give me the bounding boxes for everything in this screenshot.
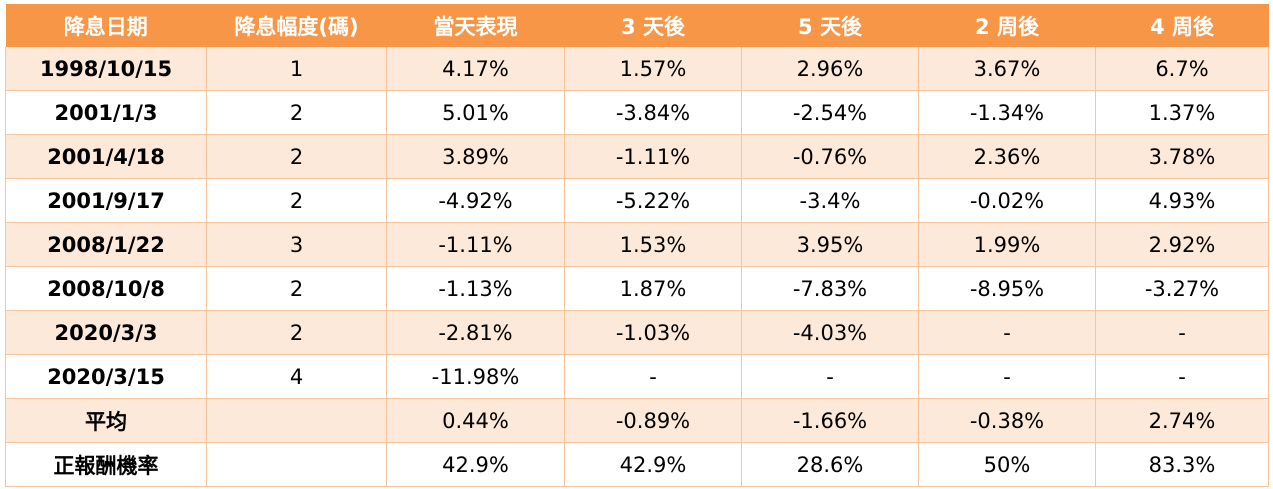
- cell-cut-size: 2: [206, 266, 387, 311]
- header-cut-size: 降息幅度(碼): [206, 4, 387, 47]
- table-header-row: 降息日期 降息幅度(碼) 當天表現 3 天後 5 天後 2 周後 4 周後: [5, 4, 1269, 47]
- cell-cut-size: 2: [206, 310, 387, 355]
- cell-4-weeks-after: 6.7%: [1095, 47, 1269, 91]
- cell-same-day: -11.98%: [386, 354, 565, 399]
- table-row: 2008/1/22 3 -1.11% 1.53% 3.95% 1.99% 2.9…: [5, 222, 1269, 267]
- cell-cut-date: 2008/10/8: [5, 266, 207, 311]
- cell-5-days-after: -2.54%: [741, 90, 919, 135]
- header-5-days-after: 5 天後: [741, 4, 919, 47]
- cell-same-day: 0.44%: [386, 398, 565, 443]
- cell-4-weeks-after: 83.3%: [1095, 442, 1269, 487]
- cell-4-weeks-after: 4.93%: [1095, 178, 1269, 223]
- cell-4-weeks-after: -: [1095, 310, 1269, 355]
- cell-4-weeks-after: 3.78%: [1095, 134, 1269, 179]
- cell-cut-date: 2001/1/3: [5, 90, 207, 135]
- cell-cut-size: 2: [206, 134, 387, 179]
- cell-2-weeks-after: 1.99%: [918, 222, 1096, 267]
- rate-cut-performance-table-container: 降息日期 降息幅度(碼) 當天表現 3 天後 5 天後 2 周後 4 周後 19…: [5, 4, 1269, 487]
- cell-average-label: 平均: [5, 398, 207, 443]
- cell-3-days-after: -1.03%: [564, 310, 742, 355]
- cell-4-weeks-after: -3.27%: [1095, 266, 1269, 311]
- cell-3-days-after: -3.84%: [564, 90, 742, 135]
- cell-4-weeks-after: 1.37%: [1095, 90, 1269, 135]
- cell-3-days-after: 42.9%: [564, 442, 742, 487]
- cell-2-weeks-after: 3.67%: [918, 47, 1096, 91]
- table-row: 2020/3/15 4 -11.98% - - - -: [5, 354, 1269, 399]
- cell-positive-probability-label: 正報酬機率: [5, 442, 207, 487]
- cell-5-days-after: -0.76%: [741, 134, 919, 179]
- cell-cut-size: 2: [206, 90, 387, 135]
- cell-same-day: 4.17%: [386, 47, 565, 91]
- cell-5-days-after: -3.4%: [741, 178, 919, 223]
- header-2-weeks-after: 2 周後: [918, 4, 1096, 47]
- cell-cut-date: 2020/3/3: [5, 310, 207, 355]
- cell-cut-size: 2: [206, 178, 387, 223]
- header-4-weeks-after: 4 周後: [1095, 4, 1269, 47]
- header-same-day: 當天表現: [386, 4, 565, 47]
- cell-2-weeks-after: -: [918, 354, 1096, 399]
- cell-cut-date: 2001/4/18: [5, 134, 207, 179]
- cell-4-weeks-after: 2.92%: [1095, 222, 1269, 267]
- cell-same-day: -1.13%: [386, 266, 565, 311]
- table-row: 2020/3/3 2 -2.81% -1.03% -4.03% - -: [5, 310, 1269, 355]
- cell-cut-date: 2008/1/22: [5, 222, 207, 267]
- cell-3-days-after: 1.87%: [564, 266, 742, 311]
- cell-3-days-after: 1.53%: [564, 222, 742, 267]
- cell-2-weeks-after: 50%: [918, 442, 1096, 487]
- header-3-days-after: 3 天後: [564, 4, 742, 47]
- cell-same-day: 5.01%: [386, 90, 565, 135]
- cell-3-days-after: -1.11%: [564, 134, 742, 179]
- cell-cut-date: 2020/3/15: [5, 354, 207, 399]
- cell-same-day: -1.11%: [386, 222, 565, 267]
- cell-2-weeks-after: -1.34%: [918, 90, 1096, 135]
- cell-cut-date: 1998/10/15: [5, 47, 207, 91]
- cell-4-weeks-after: -: [1095, 354, 1269, 399]
- cell-5-days-after: -4.03%: [741, 310, 919, 355]
- cell-2-weeks-after: -8.95%: [918, 266, 1096, 311]
- table-row: 2001/1/3 2 5.01% -3.84% -2.54% -1.34% 1.…: [5, 90, 1269, 135]
- table-row: 1998/10/15 1 4.17% 1.57% 2.96% 3.67% 6.7…: [5, 47, 1269, 91]
- table-row: 2001/9/17 2 -4.92% -5.22% -3.4% -0.02% 4…: [5, 178, 1269, 223]
- cell-3-days-after: -5.22%: [564, 178, 742, 223]
- cell-5-days-after: -7.83%: [741, 266, 919, 311]
- cell-5-days-after: -: [741, 354, 919, 399]
- cell-cut-size: [206, 398, 387, 443]
- table-row: 2008/10/8 2 -1.13% 1.87% -7.83% -8.95% -…: [5, 266, 1269, 311]
- cell-cut-size: 3: [206, 222, 387, 267]
- cell-cut-size: 4: [206, 354, 387, 399]
- cell-5-days-after: -1.66%: [741, 398, 919, 443]
- cell-2-weeks-after: -: [918, 310, 1096, 355]
- cell-3-days-after: 1.57%: [564, 47, 742, 91]
- header-cut-date: 降息日期: [5, 4, 207, 47]
- cell-5-days-after: 3.95%: [741, 222, 919, 267]
- table-row: 2001/4/18 2 3.89% -1.11% -0.76% 2.36% 3.…: [5, 134, 1269, 179]
- cell-cut-size: 1: [206, 47, 387, 91]
- cell-cut-date: 2001/9/17: [5, 178, 207, 223]
- cell-5-days-after: 2.96%: [741, 47, 919, 91]
- table-row-positive-probability: 正報酬機率 42.9% 42.9% 28.6% 50% 83.3%: [5, 442, 1269, 487]
- table-row-average: 平均 0.44% -0.89% -1.66% -0.38% 2.74%: [5, 398, 1269, 443]
- cell-2-weeks-after: -0.38%: [918, 398, 1096, 443]
- rate-cut-performance-table: 降息日期 降息幅度(碼) 當天表現 3 天後 5 天後 2 周後 4 周後 19…: [5, 4, 1269, 487]
- cell-5-days-after: 28.6%: [741, 442, 919, 487]
- cell-4-weeks-after: 2.74%: [1095, 398, 1269, 443]
- cell-2-weeks-after: 2.36%: [918, 134, 1096, 179]
- cell-3-days-after: -: [564, 354, 742, 399]
- cell-cut-size: [206, 442, 387, 487]
- cell-same-day: -4.92%: [386, 178, 565, 223]
- cell-2-weeks-after: -0.02%: [918, 178, 1096, 223]
- cell-3-days-after: -0.89%: [564, 398, 742, 443]
- cell-same-day: 42.9%: [386, 442, 565, 487]
- cell-same-day: 3.89%: [386, 134, 565, 179]
- cell-same-day: -2.81%: [386, 310, 565, 355]
